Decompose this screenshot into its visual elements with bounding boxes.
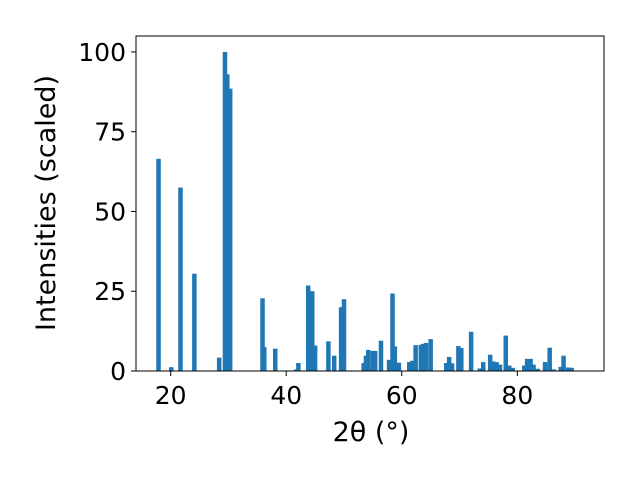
bar [392,346,398,371]
bar [477,368,483,371]
bar [363,355,369,371]
bar [331,355,337,371]
bar [378,340,384,371]
y-axis-label: Intensities (scaled) [31,75,62,331]
bar [535,368,540,371]
bar [420,343,426,371]
bar [558,366,563,371]
bar [361,363,366,371]
bar [309,291,315,371]
bar [386,359,392,371]
bar [409,360,415,371]
x-axis-label: 2θ (°) [333,417,410,448]
bar [262,347,267,371]
bar [293,369,299,371]
bar [216,357,222,371]
bar [551,369,556,371]
bar [569,367,574,371]
bar [227,88,233,371]
bar [222,51,228,371]
bar [542,362,548,371]
bar [390,293,395,371]
bars-group [156,51,574,371]
bar [524,358,530,371]
bar [168,367,174,371]
bar [459,348,464,371]
x-tick-label: 40 [270,381,302,410]
bar [225,74,230,371]
bar [565,367,571,371]
bar [506,365,512,371]
bar [178,187,183,371]
bar [407,362,412,371]
y-axis-ticks: 0 25 50 75 100 [78,38,136,386]
bar [480,362,486,371]
bar [468,331,474,371]
x-axis-ticks: 20 40 60 80 [155,371,533,410]
bar [561,355,566,371]
x-tick-label: 80 [501,381,533,410]
x-tick-label: 20 [155,381,187,410]
bar [503,335,509,371]
bar [296,363,301,371]
bar [497,364,503,371]
bar [192,273,197,371]
bar [449,363,455,371]
bar [156,158,161,371]
y-tick-label: 75 [94,118,126,147]
bar [428,339,433,371]
bar [522,365,527,371]
y-tick-label: 50 [94,197,126,226]
bar [305,285,311,371]
bar [338,307,344,371]
bar [418,344,424,371]
bar [272,348,278,371]
bar [366,349,371,371]
bar [547,347,552,371]
bar [370,350,376,371]
bar [487,354,493,371]
bar [341,299,347,371]
bar [528,358,533,371]
bar [372,350,378,371]
y-tick-label: 25 [94,277,126,306]
y-tick-label: 0 [110,357,126,386]
x-tick-label: 60 [386,381,418,410]
bar [446,356,452,371]
bar [326,341,331,371]
bar [494,362,499,371]
plot-frame [135,35,605,372]
bar [444,363,449,371]
bar [423,342,429,371]
bar [490,361,496,371]
y-tick-label: 100 [78,38,126,67]
bar [396,362,402,371]
bar [456,346,461,371]
bar [531,364,536,371]
bar [312,345,318,371]
bar [510,367,515,371]
bar [260,298,265,371]
bar [413,345,418,371]
